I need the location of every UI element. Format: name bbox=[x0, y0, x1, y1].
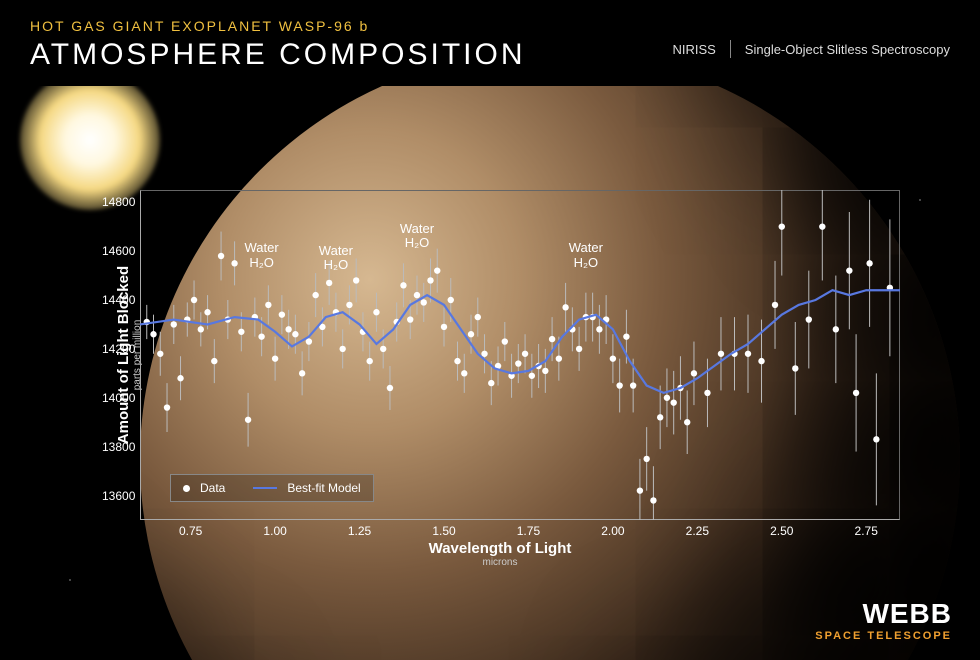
x-axis-label: Wavelength of Light bbox=[429, 540, 572, 557]
water-annotation: WaterH₂O bbox=[244, 241, 278, 271]
header-divider bbox=[730, 40, 731, 58]
legend-model-line-icon bbox=[253, 487, 277, 489]
spectrum-chart: Amount of Light Blocked parts per millio… bbox=[100, 190, 900, 520]
header-subtitle: HOT GAS GIANT EXOPLANET WASP-96 b bbox=[30, 18, 525, 34]
header-bar: HOT GAS GIANT EXOPLANET WASP-96 b ATMOSP… bbox=[0, 0, 980, 86]
x-tick-label: 1.50 bbox=[432, 524, 455, 538]
chart-legend: Data Best-fit Model bbox=[170, 474, 374, 502]
water-annotation: WaterH₂O bbox=[400, 222, 434, 252]
legend-data-marker-icon bbox=[183, 485, 190, 492]
header-left: HOT GAS GIANT EXOPLANET WASP-96 b ATMOSP… bbox=[30, 18, 525, 72]
x-tick-label: 2.50 bbox=[770, 524, 793, 538]
x-tick-label: 1.75 bbox=[517, 524, 540, 538]
y-tick-label: 13600 bbox=[102, 489, 135, 503]
y-tick-label: 14800 bbox=[102, 195, 135, 209]
y-tick-label: 13800 bbox=[102, 440, 135, 454]
instrument-mode: Single-Object Slitless Spectroscopy bbox=[745, 42, 950, 57]
logo-main-text: WEBB bbox=[815, 598, 952, 630]
instrument-name: NIRISS bbox=[672, 42, 715, 57]
legend-model-label: Best-fit Model bbox=[287, 481, 360, 495]
y-tick-label: 14600 bbox=[102, 244, 135, 258]
y-tick-label: 14000 bbox=[102, 391, 135, 405]
x-tick-label: 0.75 bbox=[179, 524, 202, 538]
logo-sub-text: SPACE TELESCOPE bbox=[815, 630, 952, 642]
x-axis-sublabel: microns bbox=[429, 557, 572, 568]
water-annotation: WaterH₂O bbox=[319, 244, 353, 274]
x-axis-label-group: Wavelength of Light microns bbox=[429, 540, 572, 568]
y-tick-label: 14400 bbox=[102, 293, 135, 307]
webb-logo: WEBB SPACE TELESCOPE bbox=[815, 598, 952, 642]
x-tick-label: 1.25 bbox=[348, 524, 371, 538]
header-right: NIRISS Single-Object Slitless Spectrosco… bbox=[672, 40, 950, 58]
y-tick-label: 14200 bbox=[102, 342, 135, 356]
header-title: ATMOSPHERE COMPOSITION bbox=[30, 38, 525, 72]
x-tick-label: 1.00 bbox=[263, 524, 286, 538]
legend-data-label: Data bbox=[200, 481, 225, 495]
x-tick-label: 2.75 bbox=[855, 524, 878, 538]
x-tick-label: 2.25 bbox=[686, 524, 709, 538]
water-annotation: WaterH₂O bbox=[569, 241, 603, 271]
x-tick-label: 2.00 bbox=[601, 524, 624, 538]
